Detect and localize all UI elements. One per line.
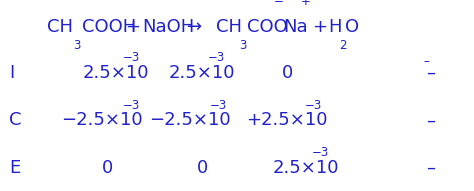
Text: −3: −3 xyxy=(208,51,225,64)
Text: –: – xyxy=(427,159,436,177)
Text: CH: CH xyxy=(216,18,242,36)
Text: 0: 0 xyxy=(282,64,293,82)
Text: Na: Na xyxy=(283,18,308,36)
Text: –: – xyxy=(427,111,436,129)
Text: H: H xyxy=(328,18,342,36)
Text: 2.5×10: 2.5×10 xyxy=(83,64,149,82)
Text: –: – xyxy=(424,55,429,68)
Text: I: I xyxy=(9,64,15,82)
Text: −3: −3 xyxy=(122,99,139,112)
Text: +: + xyxy=(312,18,327,36)
Text: −3: −3 xyxy=(122,51,139,64)
Text: +: + xyxy=(301,0,311,8)
Text: 2: 2 xyxy=(339,39,346,52)
Text: 2.5×10: 2.5×10 xyxy=(273,159,339,177)
Text: 2.5×10: 2.5×10 xyxy=(168,64,235,82)
Text: E: E xyxy=(9,159,21,177)
Text: −2.5×10: −2.5×10 xyxy=(62,111,143,129)
Text: 0: 0 xyxy=(102,159,113,177)
Text: −3: −3 xyxy=(312,146,329,159)
Text: +2.5×10: +2.5×10 xyxy=(246,111,328,129)
Text: →: → xyxy=(187,18,202,36)
Text: 0: 0 xyxy=(197,159,208,177)
Text: −3: −3 xyxy=(210,99,227,112)
Text: 3: 3 xyxy=(73,39,81,52)
Text: −2.5×10: −2.5×10 xyxy=(149,111,231,129)
Text: 3: 3 xyxy=(239,39,247,52)
Text: O: O xyxy=(345,18,359,36)
Text: NaOH: NaOH xyxy=(142,18,194,36)
Text: CH: CH xyxy=(47,18,73,36)
Text: –: – xyxy=(427,64,436,82)
Text: C: C xyxy=(9,111,22,129)
Text: −3: −3 xyxy=(305,99,322,112)
Text: −: − xyxy=(274,0,284,8)
Text: COO: COO xyxy=(247,18,288,36)
Text: +: + xyxy=(126,18,141,36)
Text: COOH: COOH xyxy=(82,18,136,36)
